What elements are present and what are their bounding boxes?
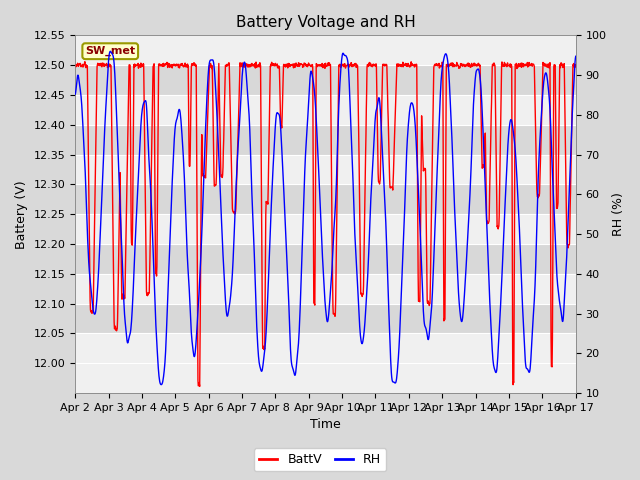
RH <box>469 118 477 123</box>
Bar <box>75 244 576 274</box>
Bar <box>75 184 576 214</box>
Bar <box>75 214 576 244</box>
Y-axis label: Battery (V): Battery (V) <box>15 180 28 249</box>
RH <box>157 382 165 387</box>
RH <box>513 176 521 181</box>
BattV <box>469 63 477 69</box>
BattV <box>71 62 79 68</box>
BattV <box>196 384 204 389</box>
RH <box>183 250 191 256</box>
Bar <box>75 65 576 95</box>
Bar <box>75 36 576 65</box>
RH <box>171 127 179 132</box>
BattV <box>183 62 191 68</box>
Text: SW_met: SW_met <box>85 46 135 56</box>
RH <box>71 92 79 97</box>
Bar <box>75 125 576 155</box>
BattV <box>513 66 521 72</box>
BattV <box>572 64 580 70</box>
BattV <box>81 59 89 64</box>
Bar <box>75 155 576 184</box>
Y-axis label: RH (%): RH (%) <box>612 192 625 236</box>
RH <box>572 53 580 59</box>
X-axis label: Time: Time <box>310 419 341 432</box>
Bar <box>75 274 576 304</box>
RH <box>239 63 247 69</box>
BattV <box>171 62 179 68</box>
Title: Battery Voltage and RH: Battery Voltage and RH <box>236 15 415 30</box>
RH <box>403 136 411 142</box>
Legend: BattV, RH: BattV, RH <box>253 448 387 471</box>
Line: BattV: BattV <box>75 61 576 386</box>
BattV <box>239 64 247 70</box>
Bar <box>75 95 576 125</box>
Bar <box>75 334 576 363</box>
RH <box>106 48 114 54</box>
Line: RH: RH <box>75 51 576 384</box>
Bar <box>75 304 576 334</box>
BattV <box>403 63 411 69</box>
